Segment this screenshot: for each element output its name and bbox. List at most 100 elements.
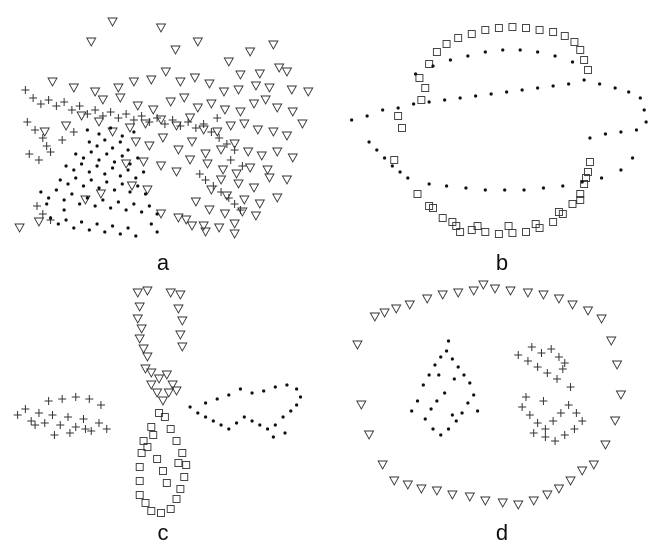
panel-a-plus-point-43 [236, 206, 245, 214]
panel-a-plus-point-3 [44, 96, 53, 104]
panel-b-square-point-47 [582, 174, 591, 182]
panel-a-dot-point-58 [79, 220, 84, 224]
panel-c-triangle-point-3 [175, 290, 186, 300]
panel-a-triangle-point-80 [244, 163, 256, 173]
panel-a-dot-point-17 [66, 182, 70, 186]
panel-d-plus-point-14 [549, 417, 558, 425]
panel-c-plus-point-6 [56, 421, 65, 429]
panel-a-dot-point-67 [97, 132, 101, 136]
panel-a-triangle-point-68 [242, 147, 254, 157]
panel-c-square-point-19 [153, 455, 162, 463]
panel-a-triangle-point-39 [260, 95, 271, 105]
panel-a-triangle-point-85 [264, 173, 275, 183]
panel-d-plus-point-9 [527, 343, 536, 351]
panel-a-dot-point-69 [120, 134, 124, 138]
panel-a-triangle-point-22 [218, 87, 230, 97]
panel-a-dot-point-12 [132, 202, 136, 206]
panel-a-triangle-point-64 [186, 137, 198, 147]
panel-d-plus-point-3 [543, 369, 552, 377]
panel-c-plus-point-7 [64, 413, 72, 421]
panel-a-dot-point-6 [85, 196, 89, 200]
panel-a-triangle-point-90 [254, 199, 266, 209]
panel-c-plus-point-3 [34, 409, 43, 417]
panel-a-dot-point-59 [87, 228, 91, 232]
panel-a-plus-point-48 [238, 162, 247, 170]
panel-a-dot-point-26 [136, 184, 140, 188]
panel-a-triangle-point-24 [250, 81, 262, 91]
panel-b-square-point-21 [390, 156, 399, 164]
panel-a-plus-point-34 [46, 148, 55, 156]
panel-b-dot-point-8 [474, 94, 478, 98]
panel-c-square-point-5 [172, 495, 181, 503]
panel-b-dot-point-37 [522, 188, 526, 192]
panel-a-triangle-point-66 [215, 145, 227, 155]
panel-b-dot-point-11 [520, 88, 524, 92]
panel-c-dot-point-8 [250, 419, 254, 423]
panel-c-dot-point-10 [265, 427, 270, 431]
panel-a-dot-point-20 [89, 178, 93, 182]
panel-c-dot-point-16 [295, 387, 299, 391]
panel-a-plus-point-37 [195, 170, 204, 178]
panel-c-dot-point-4 [219, 423, 223, 427]
panel-a-plus-point-45 [38, 210, 47, 218]
panel-a-triangle-point-50 [155, 115, 167, 125]
panel-a-plus-point-28 [23, 118, 32, 126]
panel-c-plus-point-12 [102, 425, 111, 433]
panel-d-dot-point-4 [444, 349, 449, 353]
panel-c-plus-point-17 [96, 401, 105, 409]
panel-b-dot-point-21 [644, 120, 648, 124]
panel-d-triangle-point-23 [605, 336, 617, 346]
panel-b-dot-point-0 [350, 118, 354, 122]
panel-a-triangle-point-36 [219, 105, 231, 115]
panel-a-triangle-point-98 [198, 221, 209, 231]
panel-b-square-point-18 [417, 96, 426, 104]
panel-b-dot-point-9 [489, 92, 493, 96]
panel-d-triangle-point-14 [542, 490, 553, 500]
panel-a-triangle-point-33 [178, 93, 190, 103]
panel-b-square-point-6 [481, 26, 490, 34]
panel-b-square-point-11 [549, 28, 558, 36]
panel-d-plus-point-8 [537, 349, 546, 357]
panel-b-dot-point-6 [443, 98, 447, 102]
panel-a-triangle-point-111 [80, 195, 91, 205]
panel-c-plus-point-1 [21, 405, 30, 413]
panel-a-triangle-point-1 [155, 23, 167, 33]
panel-a-dot-point-41 [89, 150, 93, 154]
panel-c-triangle-point-4 [134, 302, 145, 312]
panel-a-triangle-point-58 [268, 127, 279, 137]
panel-b-square-point-20 [398, 124, 406, 132]
panel-d-dot-point-17 [460, 411, 464, 415]
panel-a-plus-point-35 [58, 136, 67, 144]
scatter-panel-d [352, 280, 627, 510]
panel-a-triangle-point-13 [68, 83, 80, 93]
panel-a-triangle-point-6 [268, 40, 279, 50]
panel-d-dot-point-24 [437, 373, 441, 377]
panel-d-triangle-point-25 [582, 306, 594, 316]
panel-a-triangle-point-4 [192, 37, 204, 47]
panel-b-dot-point-45 [431, 64, 435, 68]
panel-d-triangle-point-28 [538, 290, 549, 300]
panel-a-triangle-point-40 [271, 103, 283, 113]
panel-a-dot-point-3 [62, 198, 66, 202]
panel-b-square-point-10 [535, 26, 544, 34]
panel-c-dot-point-12 [281, 415, 285, 419]
panel-b-dot-point-13 [551, 84, 555, 88]
panel-d-triangle-point-10 [480, 496, 491, 506]
panel-a-dot-point-66 [85, 128, 89, 132]
panel-b-dot-point-49 [501, 48, 505, 52]
panel-d-plus-point-13 [541, 425, 550, 433]
panel-b-square-point-37 [584, 168, 592, 176]
panel-a-dot-point-63 [118, 232, 122, 236]
panel-d-dot-point-16 [454, 419, 458, 423]
panel-d-triangle-point-31 [489, 284, 501, 294]
panel-c-dot-point-22 [227, 393, 231, 397]
panel-d-triangle-point-8 [447, 490, 458, 500]
panel-b-dot-point-14 [567, 82, 571, 86]
panel-d-dot-point-0 [421, 383, 425, 387]
panel-c-plus-point-10 [87, 427, 96, 435]
panel-d-dot-point-25 [450, 413, 454, 417]
panel-c-dot-point-13 [289, 409, 293, 413]
panel-c-square-point-4 [166, 505, 175, 513]
panel-c-square-point-22 [143, 443, 152, 451]
panel-b-square-point-5 [467, 30, 476, 38]
